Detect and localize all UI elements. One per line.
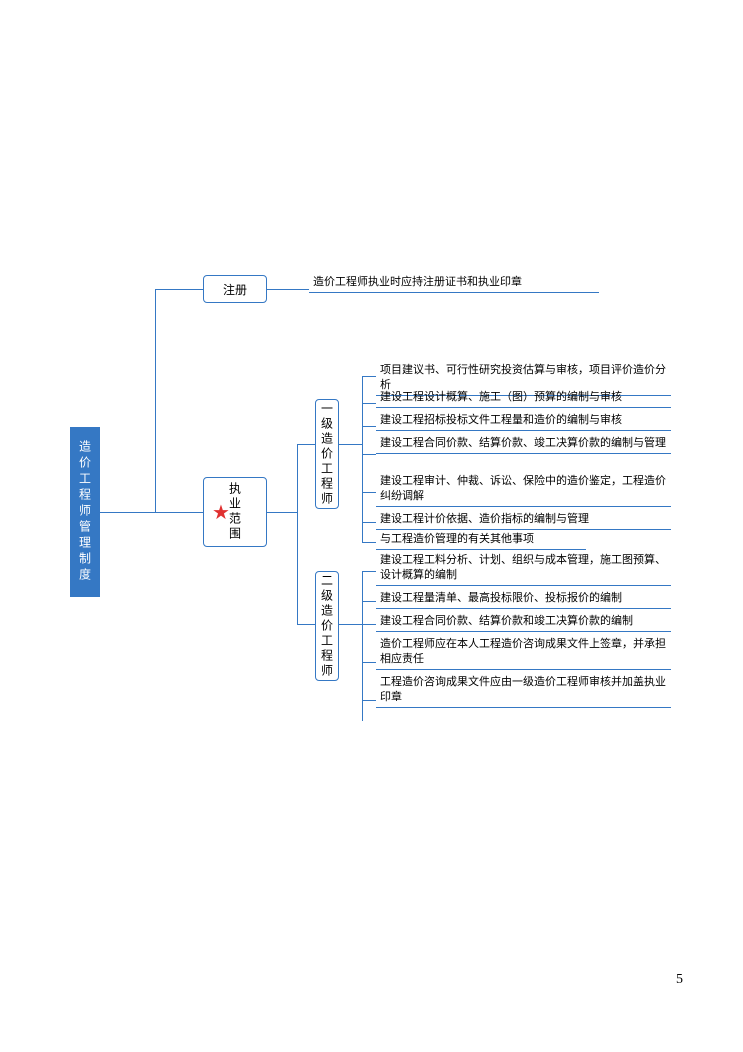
leaf-registration: 造价工程师执业时应持注册证书和执业印章 (309, 275, 599, 293)
leaf-l1-4: 建设工程审计、仲裁、诉讼、保险中的造价鉴定，工程造价纠纷调解 (376, 474, 671, 507)
connector (362, 700, 376, 701)
connector (362, 426, 376, 427)
node-level2: 二级造价工程师 (315, 571, 339, 681)
connector (155, 512, 203, 513)
node-registration: 注册 (203, 275, 267, 303)
leaf-l1-5: 建设工程计价依据、造价指标的编制与管理 (376, 512, 671, 530)
leaf-l1-3: 建设工程合同价款、结算价款、竣工决算价款的编制与管理 (376, 436, 671, 454)
connector (155, 289, 203, 290)
connector (362, 522, 376, 523)
connector (362, 376, 376, 377)
leaf-l2-4: 工程造价咨询成果文件应由一级造价工程师审核并加盖执业印章 (376, 675, 671, 708)
connector (362, 376, 363, 542)
connector (155, 289, 156, 513)
connector (297, 444, 298, 625)
connector (267, 289, 309, 290)
connector (362, 492, 376, 493)
connector (362, 454, 376, 455)
leaf-l2-3: 造价工程师应在本人工程造价咨询成果文件上签章，并承担相应责任 (376, 637, 671, 670)
connector (362, 542, 376, 543)
root-node: 造价工程师管理制度 (70, 427, 100, 597)
leaf-l2-2: 建设工程合同价款、结算价款和竣工决算价款的编制 (376, 614, 671, 632)
page-number: 5 (676, 972, 683, 988)
star-icon: ★ (212, 500, 230, 525)
connector (297, 624, 315, 625)
node-level1: 一级造价工程师 (315, 399, 339, 509)
connector (100, 512, 155, 513)
connector (362, 571, 363, 721)
leaf-l2-1: 建设工程量清单、最高投标限价、投标报价的编制 (376, 591, 671, 609)
connector (362, 601, 376, 602)
leaf-l2-0: 建设工程工料分析、计划、组织与成本管理，施工图预算、设计概算的编制 (376, 553, 671, 586)
connector (362, 571, 376, 572)
connector (362, 624, 376, 625)
connector (339, 624, 362, 625)
leaf-l1-2: 建设工程招标投标文件工程量和造价的编制与审核 (376, 413, 671, 431)
connector (267, 512, 297, 513)
leaf-l1-6: 与工程造价管理的有关其他事项 (376, 532, 586, 550)
connector (297, 444, 315, 445)
leaf-l1-1: 建设工程设计概算、施工（图）预算的编制与审核 (376, 390, 671, 408)
connector (362, 403, 376, 404)
connector (362, 662, 376, 663)
connector (339, 444, 362, 445)
